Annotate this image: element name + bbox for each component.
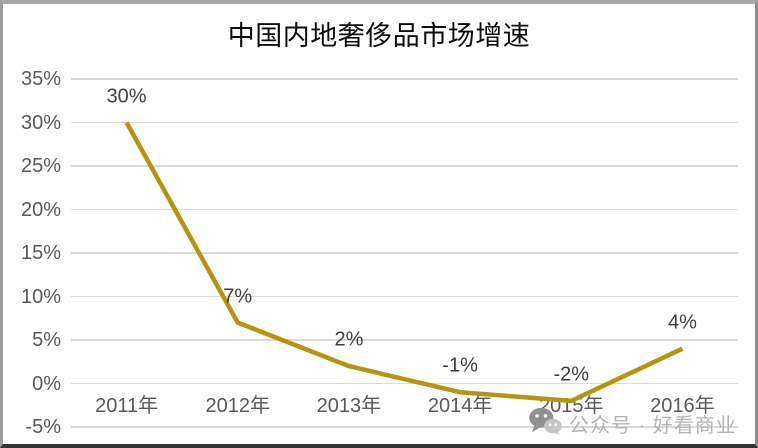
y-axis-label: 20%: [20, 198, 61, 221]
y-axis-label: 15%: [20, 242, 61, 264]
y-axis-label: -5%: [25, 416, 61, 438]
gridline: [71, 121, 738, 124]
series-line: [124, 121, 684, 404]
gridline: [71, 252, 738, 254]
data-label: 4%: [667, 311, 697, 334]
data-label: -2%: [553, 363, 590, 386]
x-axis-label: 2011年: [95, 395, 159, 417]
y-axis-label: 10%: [20, 285, 61, 308]
y-axis-label: 0%: [32, 372, 61, 395]
gridline: [71, 382, 738, 385]
y-axis-label: 35%: [20, 68, 61, 90]
x-axis-label: 2016年: [650, 395, 715, 417]
y-axis-label: 5%: [32, 329, 61, 351]
gridline: [71, 165, 738, 167]
gridline: [71, 208, 738, 211]
x-axis-label: 2013年: [316, 395, 382, 417]
y-axis-label: 30%: [20, 111, 61, 134]
gridline: [71, 426, 738, 428]
x-axis-label: 2014年: [427, 395, 493, 417]
data-label: 7%: [223, 285, 253, 308]
data-label: 2%: [334, 328, 364, 351]
gridline: [71, 78, 738, 80]
y-axis-label: 25%: [20, 155, 61, 177]
x-axis-label: 2012年: [205, 395, 271, 417]
chart-title: 中国内地奢侈品市场增速: [227, 21, 531, 51]
gridline: [71, 339, 738, 341]
data-label: 30%: [106, 85, 147, 107]
data-label: -1%: [442, 354, 478, 377]
gridline: [71, 295, 738, 298]
